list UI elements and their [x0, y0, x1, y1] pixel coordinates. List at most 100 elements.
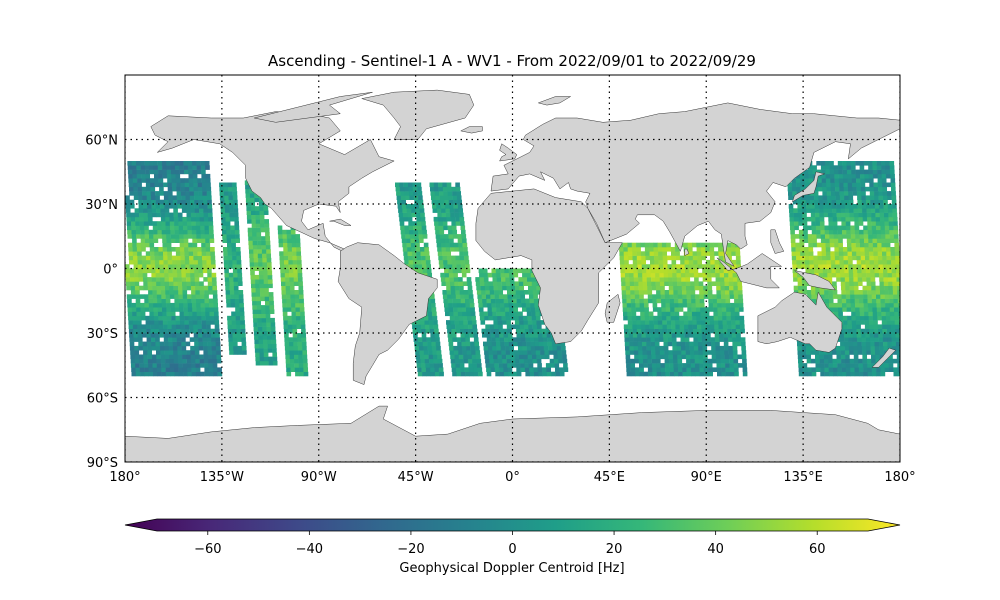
data-cell — [845, 208, 850, 213]
data-cell — [642, 341, 647, 347]
data-cell — [738, 294, 743, 299]
data-cell — [185, 272, 191, 278]
data-cell — [805, 345, 811, 351]
data-cell — [454, 315, 459, 321]
data-cell — [816, 229, 821, 235]
data-cell — [868, 173, 874, 179]
data-cell — [443, 298, 449, 304]
data-cell — [226, 298, 231, 304]
data-cell — [637, 337, 643, 342]
data-cell — [721, 307, 727, 312]
data-cell — [484, 350, 489, 355]
data-cell — [183, 229, 188, 235]
data-cell — [672, 272, 677, 278]
data-cell — [287, 238, 292, 243]
data-cell — [233, 277, 239, 282]
data-cell — [212, 290, 218, 295]
data-cell — [493, 358, 499, 364]
data-cell — [263, 206, 269, 211]
data-cell — [153, 238, 159, 243]
data-cell — [135, 367, 141, 372]
data-cell — [538, 337, 544, 342]
data-cell — [429, 328, 435, 334]
data-cell — [661, 302, 666, 308]
data-cell — [868, 169, 874, 175]
data-cell — [732, 345, 738, 351]
data-cell — [158, 251, 164, 256]
data-cell — [235, 302, 240, 308]
data-cell — [857, 341, 862, 347]
data-cell — [530, 341, 536, 347]
data-cell — [807, 225, 812, 231]
data-cell — [163, 328, 168, 334]
data-cell — [686, 363, 692, 368]
data-cell — [868, 165, 873, 170]
data-cell — [456, 259, 461, 265]
data-cell — [624, 341, 630, 347]
data-cell — [181, 195, 186, 200]
data-cell — [866, 350, 872, 355]
data-cell — [815, 354, 820, 360]
data-cell — [855, 234, 860, 239]
data-cell — [669, 367, 675, 372]
data-cell — [647, 285, 652, 291]
data-cell — [502, 358, 507, 364]
data-cell — [198, 191, 203, 196]
data-cell — [500, 307, 506, 312]
data-cell — [250, 279, 256, 284]
data-cell — [207, 350, 213, 355]
data-cell — [892, 358, 898, 364]
data-cell — [267, 274, 273, 280]
data-cell — [659, 345, 665, 351]
data-cell — [207, 195, 212, 200]
data-cell — [843, 186, 849, 192]
data-cell — [487, 341, 493, 347]
data-cell — [416, 251, 421, 256]
data-cell — [856, 255, 862, 261]
data-cell — [822, 191, 828, 196]
data-cell — [250, 197, 255, 203]
data-cell — [284, 272, 290, 278]
data-cell — [692, 242, 697, 248]
data-cell — [669, 290, 674, 295]
data-cell — [493, 320, 499, 325]
data-cell — [450, 324, 456, 329]
data-cell — [173, 290, 179, 295]
data-cell — [493, 324, 499, 329]
data-cell — [630, 294, 636, 299]
data-cell — [168, 341, 174, 347]
data-cell — [893, 294, 898, 299]
data-cell — [454, 354, 460, 360]
data-cell — [741, 345, 746, 351]
data-cell — [861, 345, 867, 351]
data-cell — [839, 259, 845, 265]
data-cell — [453, 204, 459, 209]
data-cell — [792, 186, 797, 192]
data-cell — [196, 229, 201, 235]
data-cell — [438, 186, 444, 192]
data-cell — [408, 255, 413, 261]
data-cell — [874, 204, 880, 209]
data-cell — [705, 247, 710, 252]
lat-tick-label: 0° — [103, 263, 118, 278]
data-cell — [629, 350, 635, 355]
data-cell — [229, 281, 235, 286]
data-cell — [135, 229, 141, 235]
data-cell — [221, 216, 226, 222]
data-cell — [208, 216, 213, 222]
lon-tick-label: 135°W — [200, 470, 244, 485]
south-america-land — [337, 242, 438, 385]
data-cell — [468, 290, 473, 295]
data-cell — [829, 161, 834, 166]
data-cell — [844, 264, 849, 269]
data-cell — [501, 277, 506, 282]
data-cell — [229, 290, 235, 295]
data-cell — [667, 328, 672, 334]
data-cell — [168, 337, 173, 342]
data-cell — [158, 320, 164, 325]
data-cell — [157, 298, 162, 304]
data-cell — [849, 204, 854, 209]
data-cell — [156, 208, 161, 213]
data-cell — [297, 264, 302, 269]
data-cell — [733, 363, 739, 368]
